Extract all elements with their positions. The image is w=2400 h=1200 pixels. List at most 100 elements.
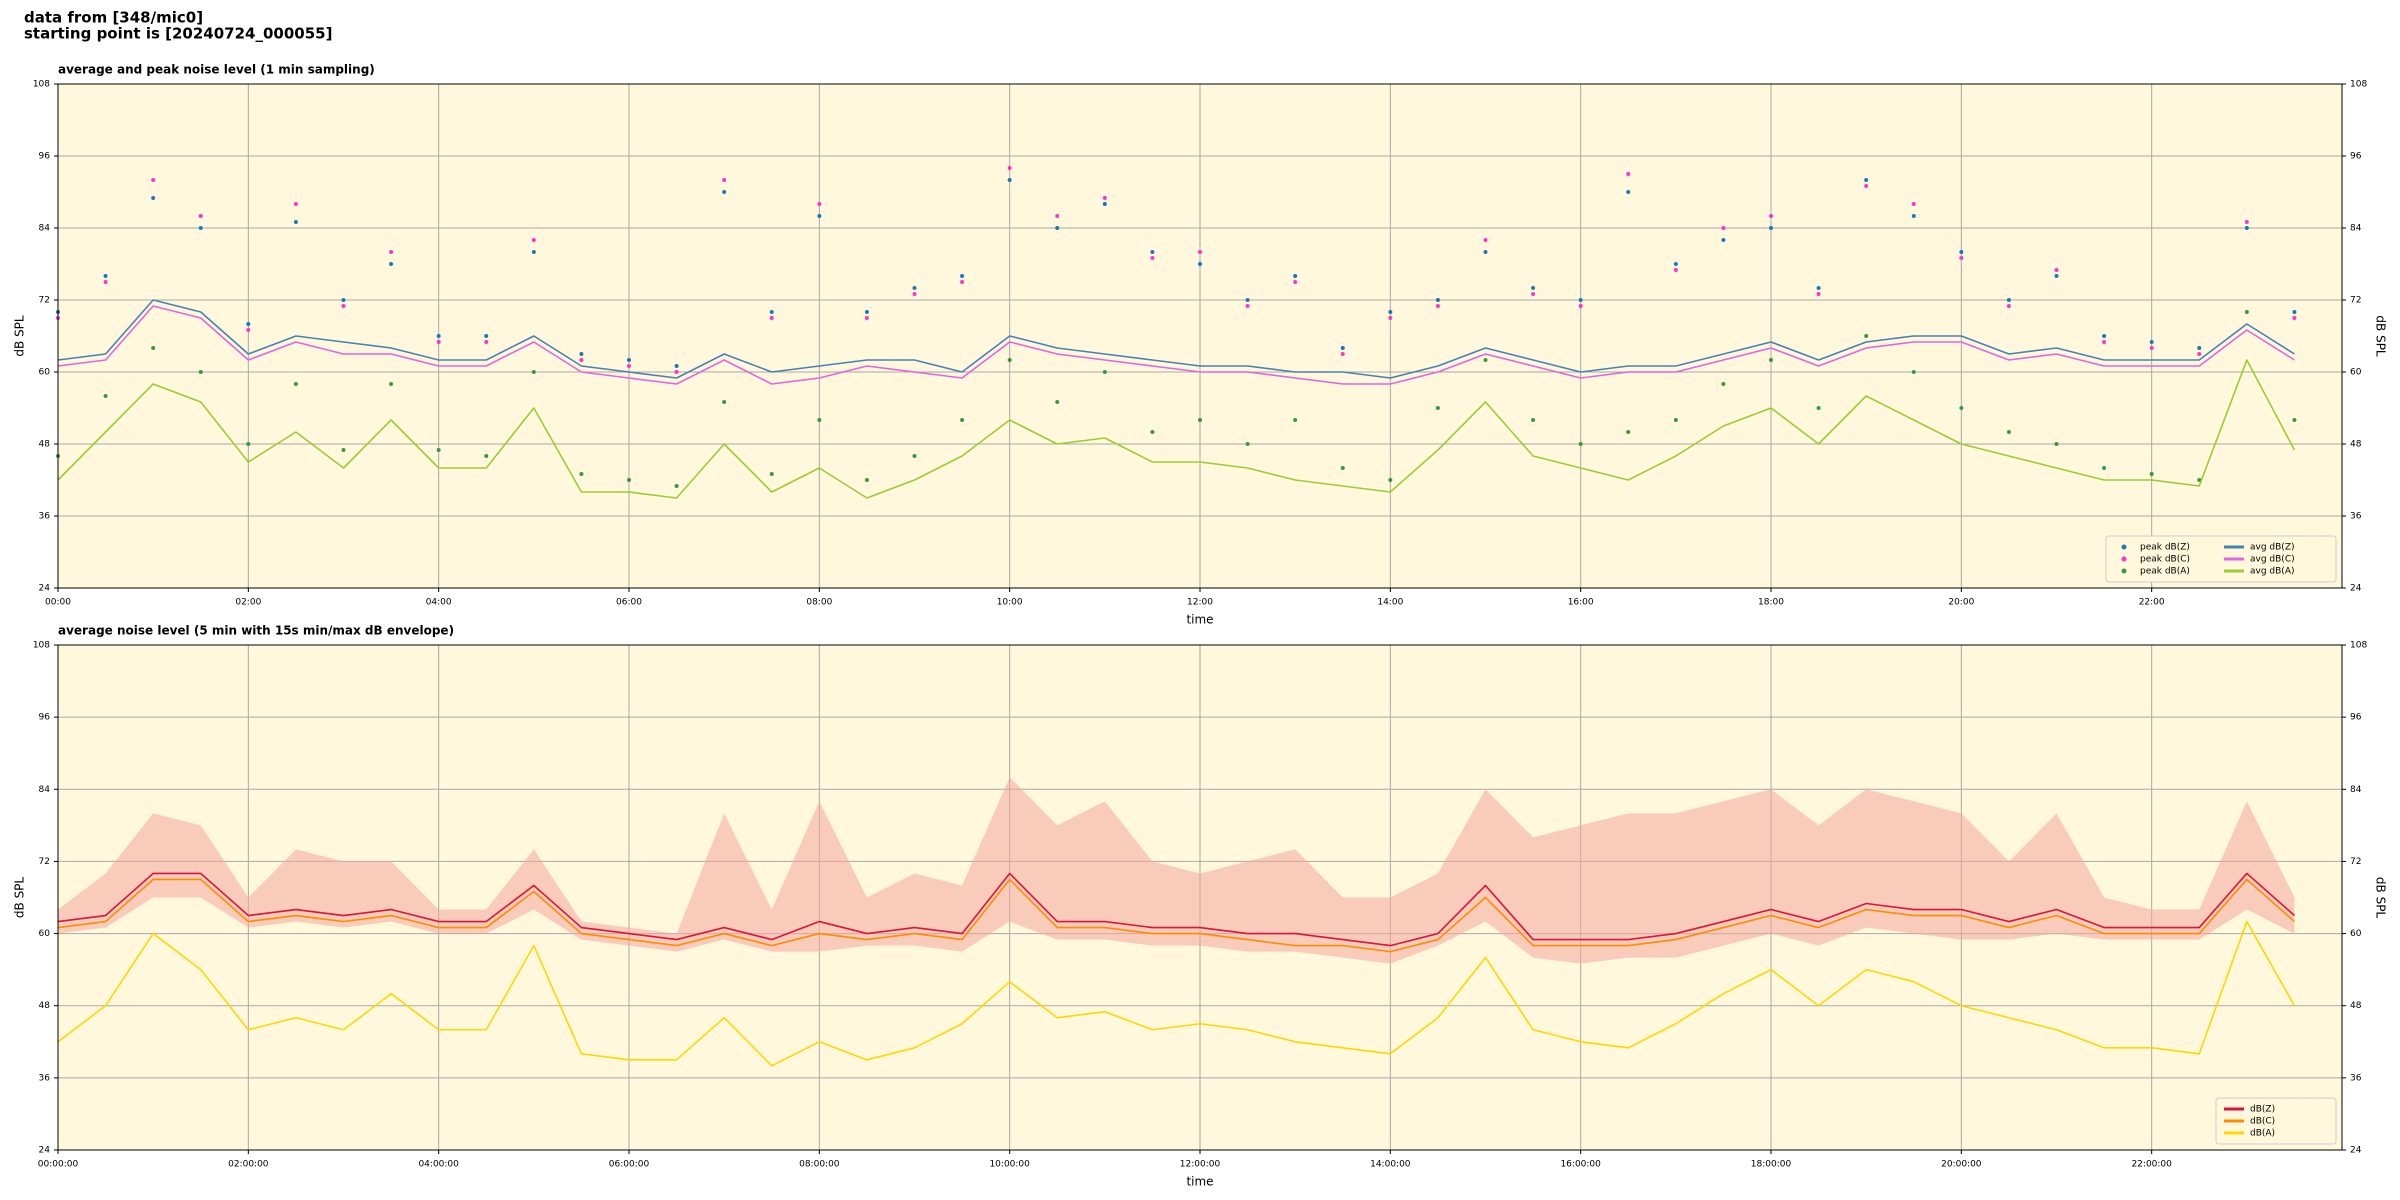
series-line: [57, 872, 2295, 947]
peak-dot: [1769, 226, 1773, 230]
peak-dot: [2149, 340, 2154, 344]
x-tick-label: 00:00: [45, 598, 71, 608]
x-axis-label: time: [1186, 1175, 1213, 1189]
peak-dot: [1340, 352, 1345, 356]
y-tick-label: 84: [2350, 785, 2362, 795]
peak-dot: [1578, 442, 1583, 446]
peak-dot: [1435, 304, 1440, 308]
y-tick-label: 60: [39, 929, 51, 939]
y-tick-label: 36: [2350, 1073, 2362, 1083]
plot-frame: [57, 644, 2343, 1151]
header-line: data from [348/mic0]: [24, 9, 203, 27]
legend-marker: [2121, 556, 2127, 562]
y-tick-label: 96: [39, 152, 51, 162]
peak-dot: [2292, 418, 2297, 422]
x-tick-label: 02:00:00: [228, 1160, 269, 1170]
x-axis-label: time: [1186, 613, 1213, 627]
peak-dot: [2244, 220, 2249, 224]
peak-dot: [2149, 346, 2154, 350]
legend-label: peak dB(C): [2140, 555, 2190, 565]
x-tick-label: 20:00: [1948, 598, 1974, 608]
peak-dot: [1959, 406, 1964, 410]
peak-dot: [1769, 214, 1773, 218]
peak-dot: [151, 196, 156, 200]
x-tick-label: 14:00:00: [1370, 1160, 1411, 1170]
x-tick-label: 14:00: [1377, 598, 1403, 608]
peak-dot: [1340, 346, 1345, 350]
peak-dot: [864, 316, 869, 320]
legend-label: avg dB(C): [2250, 555, 2295, 565]
peak-dot: [1245, 298, 1250, 302]
peak-dot: [1102, 370, 1107, 374]
x-tick-label: 06:00: [616, 598, 642, 608]
y-tick-label: 60: [2350, 368, 2362, 378]
peak-dot: [1055, 226, 1060, 230]
y-tick-label: 108: [2350, 80, 2367, 90]
peak-dot: [817, 418, 822, 422]
peak-dot: [2102, 466, 2107, 470]
chart-title: average noise level (5 min with 15s min/…: [58, 624, 454, 638]
peak-dot: [151, 178, 156, 182]
peak-dot: [293, 382, 298, 386]
x-tick-label: 00:00:00: [38, 1160, 79, 1170]
series-line: [57, 305, 2295, 385]
peak-dot: [389, 382, 394, 386]
peak-dot: [198, 370, 203, 374]
peak-dot: [1483, 358, 1488, 362]
x-tick-label: 22:00: [2139, 598, 2165, 608]
y-tick-label: 36: [39, 512, 51, 522]
peak-dot: [864, 478, 869, 482]
peak-dot: [627, 364, 631, 368]
peak-dot: [1673, 418, 1678, 422]
peak-dot: [1483, 250, 1488, 254]
peak-dot: [531, 250, 536, 254]
x-tick-label: 22:00:00: [2131, 1160, 2172, 1170]
y-tick-label: 24: [39, 584, 51, 594]
peak-dot: [1198, 250, 1202, 254]
peak-dot: [579, 358, 584, 362]
peak-dot: [2006, 430, 2011, 434]
peak-dot: [1816, 286, 1821, 290]
peak-dot: [1673, 268, 1678, 272]
peak-dot: [579, 472, 584, 476]
peak-dot: [817, 202, 822, 206]
peak-dot: [1007, 166, 1012, 170]
header-line: starting point is [20240724_000055]: [24, 25, 332, 43]
peak-dot: [246, 442, 251, 446]
peak-dot: [912, 292, 917, 296]
x-tick-label: 16:00:00: [1560, 1160, 1601, 1170]
peak-dot: [103, 274, 108, 278]
y-tick-label: 48: [39, 440, 51, 450]
y-tick-label: 48: [2350, 440, 2362, 450]
x-tick-label: 06:00:00: [609, 1160, 650, 1170]
plot-frame: [57, 83, 2343, 589]
peak-dot: [293, 202, 298, 206]
peak-dot: [1673, 262, 1678, 266]
peak-dot: [1388, 478, 1393, 482]
peak-dot: [1388, 316, 1393, 320]
legend-marker: [2121, 544, 2127, 550]
y-tick-label: 108: [2350, 641, 2367, 651]
peak-dot: [1102, 202, 1107, 206]
peak-dot: [1483, 238, 1488, 242]
peak-dot: [674, 370, 679, 374]
peak-dot: [769, 316, 774, 320]
y-tick-label: 48: [2350, 1001, 2362, 1011]
y-tick-label: 84: [39, 785, 51, 795]
x-tick-label: 12:00: [1187, 598, 1213, 608]
peak-dot: [1626, 190, 1631, 194]
y-tick-label: 24: [2350, 1146, 2362, 1156]
peak-dot: [912, 454, 917, 458]
peak-dot: [246, 322, 251, 326]
peak-dot: [1340, 466, 1345, 470]
peak-dot: [1245, 304, 1250, 308]
peak-dot: [1150, 256, 1155, 260]
y-axis-label: dB SPL: [13, 315, 27, 357]
peak-dot: [1721, 382, 1726, 386]
peak-dot: [436, 340, 441, 344]
y-tick-label: 96: [2350, 713, 2362, 723]
peak-dot: [1578, 304, 1583, 308]
y-tick-label: 24: [2350, 584, 2362, 594]
peak-dot: [1055, 214, 1060, 218]
